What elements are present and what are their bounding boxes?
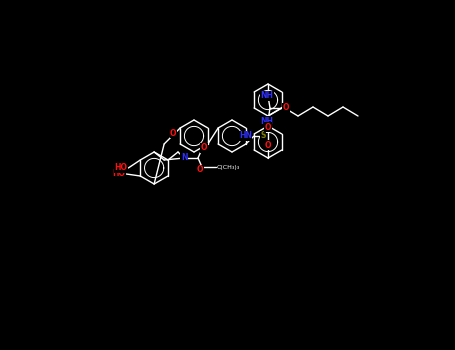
Text: N: N: [181, 154, 187, 162]
Text: HO: HO: [112, 169, 125, 178]
Text: HN: HN: [239, 132, 252, 140]
Text: O: O: [265, 140, 271, 149]
Text: O: O: [170, 128, 177, 138]
Text: O: O: [197, 166, 203, 175]
Text: HO: HO: [114, 163, 127, 173]
Text: NH: NH: [261, 91, 273, 100]
Text: NH: NH: [261, 117, 273, 126]
Text: O: O: [283, 104, 289, 112]
Text: O: O: [265, 122, 271, 132]
Text: S: S: [260, 132, 266, 140]
Text: C(CH₃)₃: C(CH₃)₃: [217, 164, 240, 169]
Text: O: O: [201, 144, 207, 153]
